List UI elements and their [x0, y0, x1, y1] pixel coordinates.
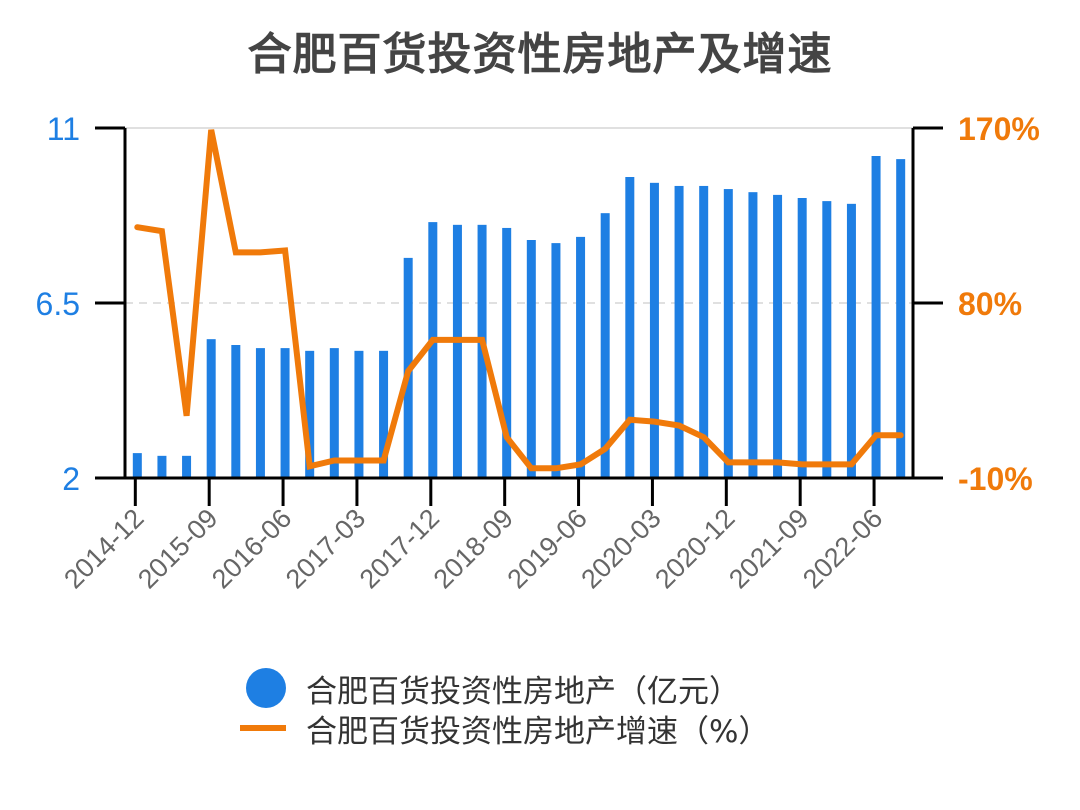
bar[interactable]	[625, 177, 635, 478]
legend-item-line[interactable]: 合肥百货投资性房地产增速（%）	[240, 708, 770, 750]
bar[interactable]	[576, 236, 586, 478]
bar[interactable]	[773, 194, 783, 478]
left-tick-label: 6.5	[36, 286, 80, 322]
x-tick-label: 2019-06	[502, 503, 593, 594]
x-tick-label: 2014-12	[58, 503, 149, 594]
bar[interactable]	[551, 243, 561, 478]
bar[interactable]	[846, 203, 856, 479]
x-tick-label: 2015-09	[132, 503, 223, 594]
bar[interactable]	[723, 189, 733, 479]
bar[interactable]	[379, 350, 389, 478]
x-tick-label: 2017-12	[354, 503, 445, 594]
bar[interactable]	[354, 350, 364, 478]
bar[interactable]	[231, 345, 241, 478]
circle-marker-icon	[246, 668, 286, 708]
bar[interactable]	[305, 350, 315, 478]
right-tick-label: 80%	[958, 286, 1022, 322]
bar[interactable]	[526, 240, 536, 478]
bar[interactable]	[871, 156, 881, 478]
growth-line[interactable]	[134, 129, 904, 472]
bar[interactable]	[255, 348, 265, 478]
x-tick-label: 2021-09	[723, 503, 814, 594]
chart-title: 合肥百货投资性房地产及增速	[247, 29, 833, 80]
left-tick-label: 2	[62, 461, 80, 497]
bar[interactable]	[182, 455, 192, 478]
bar[interactable]	[502, 227, 512, 478]
x-tick-label: 2018-09	[428, 503, 519, 594]
bar[interactable]	[452, 224, 462, 478]
bar[interactable]	[329, 348, 339, 478]
bar[interactable]	[699, 185, 709, 478]
bar[interactable]	[280, 348, 290, 478]
bar[interactable]	[206, 339, 216, 478]
bar[interactable]	[797, 198, 807, 478]
x-tick-label: 2020-03	[575, 503, 666, 594]
x-tick-label: 2017-03	[280, 503, 371, 594]
right-tick-label: 170%	[958, 111, 1040, 147]
legend-label-bar: 合肥百货投资性房地产（亿元）	[306, 673, 740, 710]
bar[interactable]	[674, 185, 684, 478]
bar[interactable]	[132, 453, 142, 478]
combo-chart: 26.511-10%80%170%2014-122015-092016-0620…	[36, 111, 1040, 594]
x-tick-label: 2022-06	[797, 503, 888, 594]
bar[interactable]	[600, 213, 610, 478]
legend-item-bar[interactable]: 合肥百货投资性房地产（亿元）	[240, 668, 769, 710]
bar[interactable]	[748, 192, 758, 478]
bar[interactable]	[896, 159, 906, 478]
legend: 合肥百货投资性房地产（亿元） 合肥百货投资性房地产增速（%）	[240, 668, 770, 750]
line-marker-icon	[240, 725, 286, 731]
right-tick-label: -10%	[958, 461, 1033, 497]
bar[interactable]	[649, 182, 659, 479]
bar[interactable]	[157, 455, 167, 478]
bar[interactable]	[428, 222, 438, 478]
bar[interactable]	[822, 201, 832, 478]
x-tick-label: 2020-12	[649, 503, 740, 594]
x-tick-label: 2016-06	[206, 503, 297, 594]
legend-label-line: 合肥百货投资性房地产增速（%）	[306, 713, 770, 750]
left-tick-label: 11	[47, 111, 80, 147]
